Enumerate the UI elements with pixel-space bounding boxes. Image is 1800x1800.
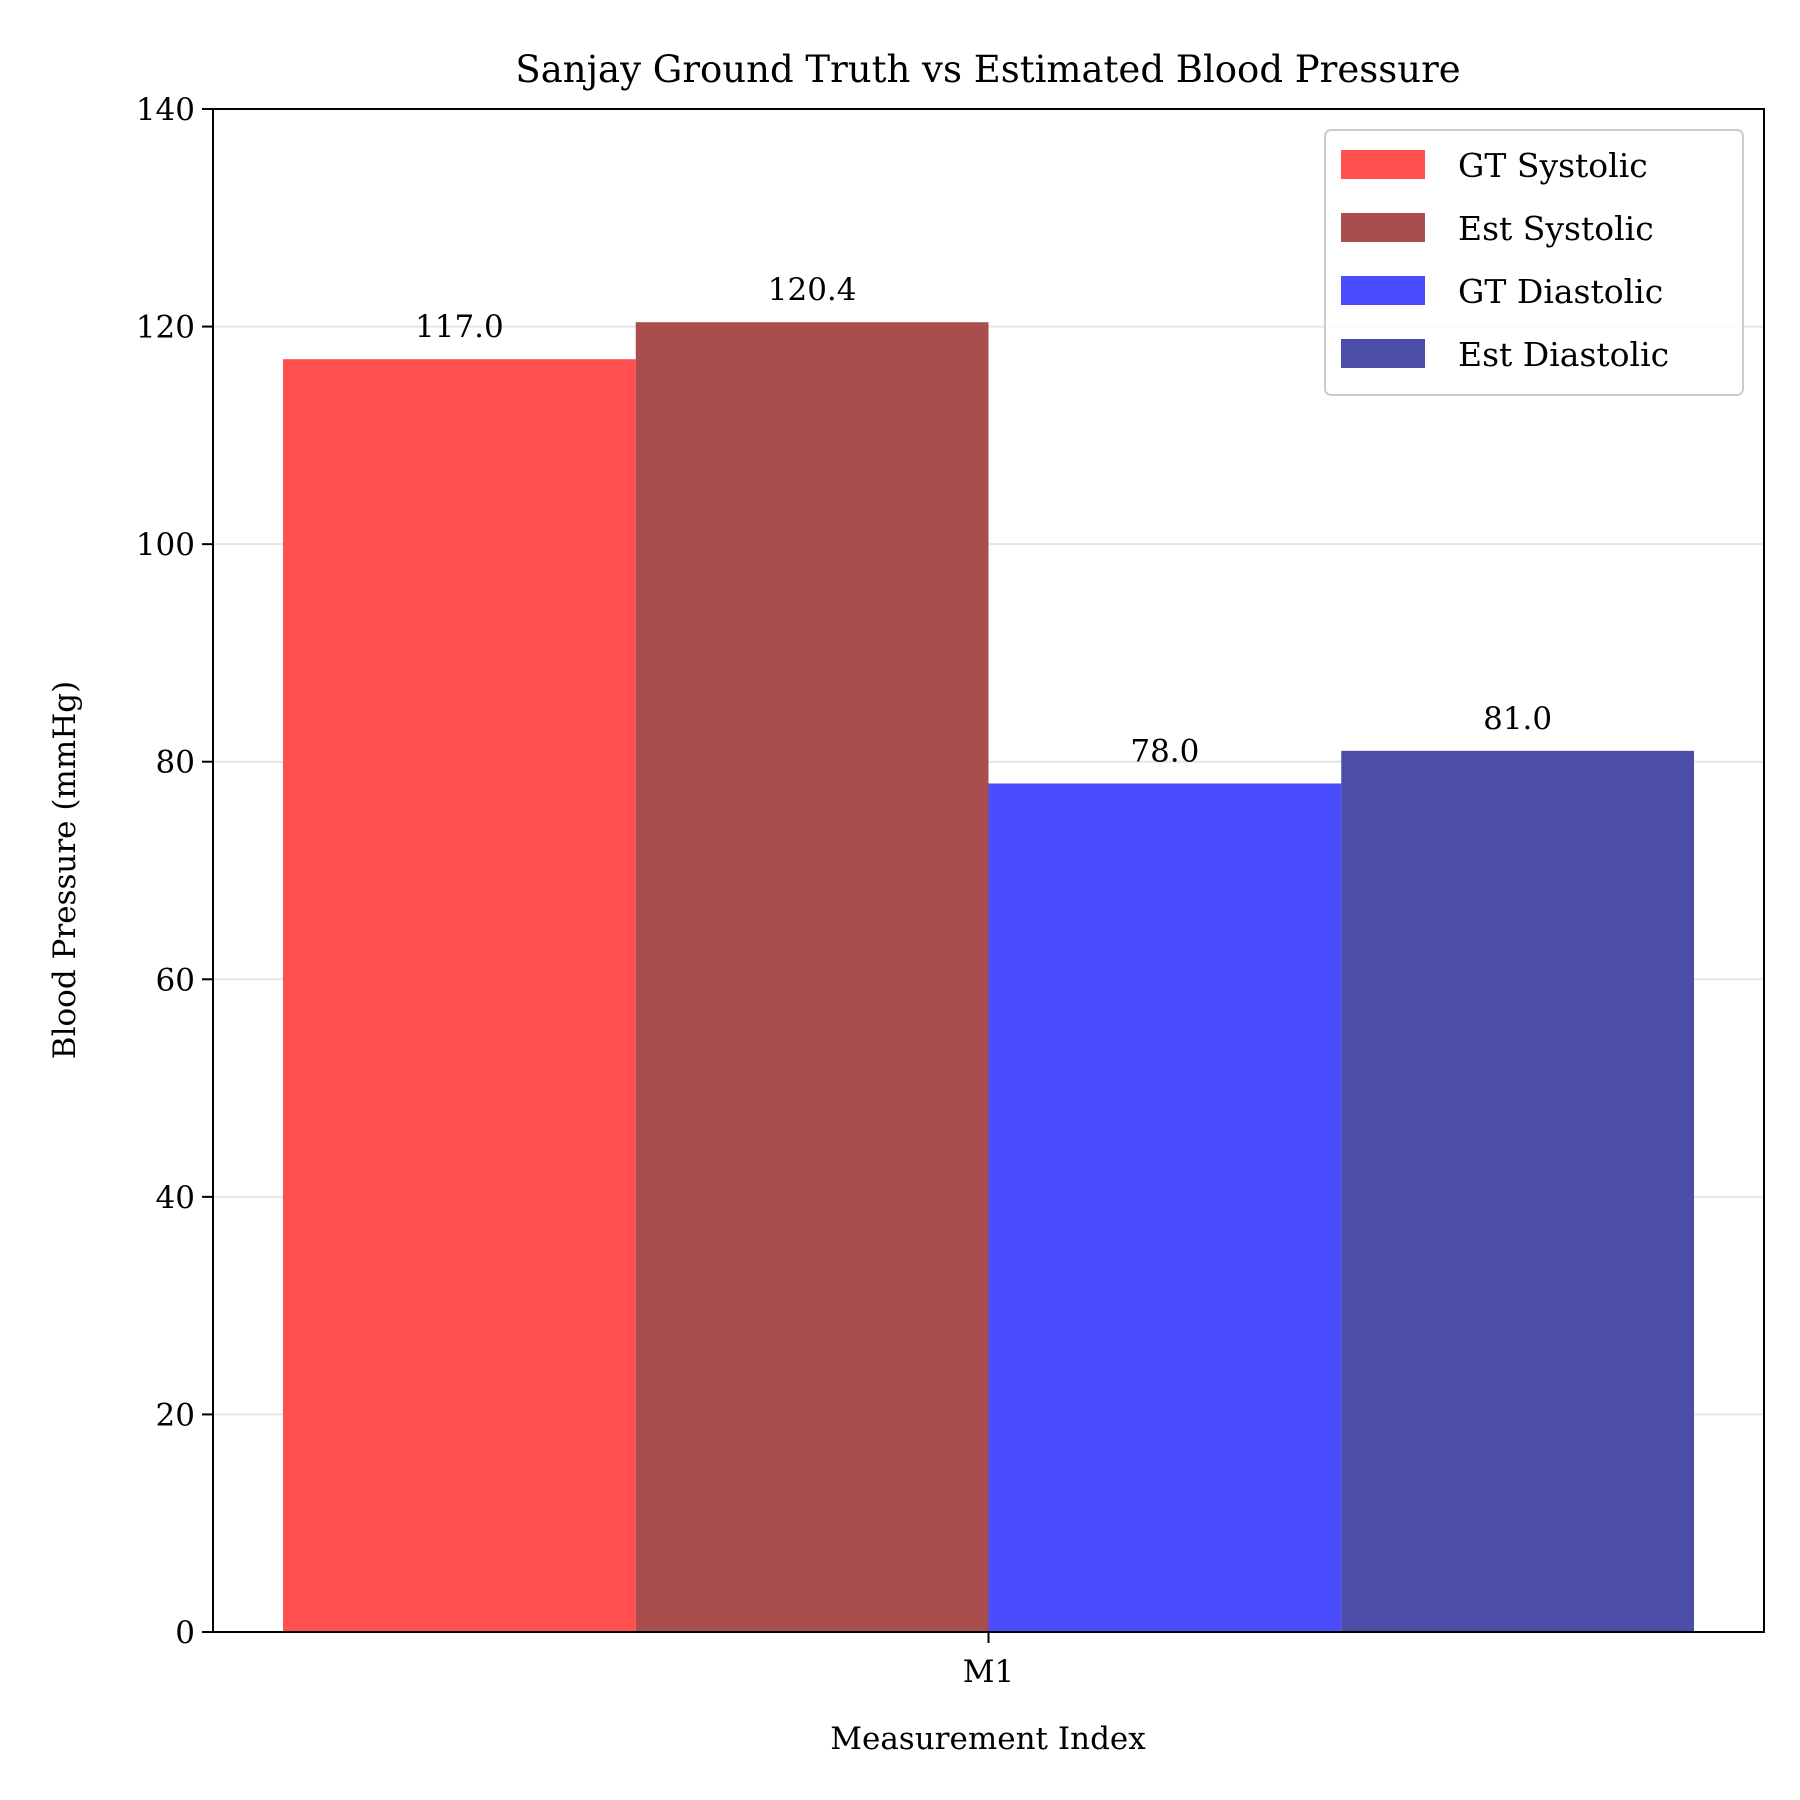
- y-tick-label: 140: [136, 92, 195, 128]
- y-tick-label: 40: [156, 1180, 195, 1216]
- bar-gt-systolic: [283, 359, 636, 1632]
- y-tick-label: 60: [156, 962, 195, 998]
- legend: GT Systolic Est Systolic GT Diastolic Est D…: [1324, 129, 1744, 396]
- y-tick-label: 100: [136, 527, 195, 563]
- y-tick-label: 20: [156, 1397, 195, 1433]
- legend-label-est-diastolic: Est Diastolic: [1458, 335, 1669, 374]
- legend-swatch-est-systolic: [1341, 213, 1425, 242]
- bar-gt-diastolic: [988, 783, 1342, 1632]
- y-axis-label: Blood Pressure (mmHg): [47, 681, 83, 1059]
- bar-est-systolic: [635, 322, 989, 1633]
- bar-est-diastolic: [1341, 750, 1694, 1632]
- x-tick-label: M1: [963, 1654, 1014, 1690]
- legend-swatch-gt-systolic: [1341, 150, 1425, 179]
- axis-ticks: 0 20 40 60 80 100 120 140 M1: [136, 92, 1014, 1690]
- bars: [283, 322, 1694, 1633]
- data-label-est-diastolic: 81.0: [1483, 701, 1552, 737]
- data-labels: 117.0 120.4 78.0 81.0: [415, 272, 1552, 769]
- legend-box: [1324, 129, 1744, 396]
- chart-title: Sanjay Ground Truth vs Estimated Blood P…: [515, 48, 1460, 91]
- legend-label-gt-diastolic: GT Diastolic: [1458, 272, 1663, 311]
- legend-label-gt-systolic: GT Systolic: [1458, 146, 1648, 185]
- data-label-gt-diastolic: 78.0: [1130, 733, 1199, 769]
- x-axis-label: Measurement Index: [830, 1721, 1146, 1757]
- data-label-est-systolic: 120.4: [768, 272, 857, 308]
- legend-swatch-gt-diastolic: [1341, 276, 1425, 305]
- y-tick-label: 80: [156, 745, 195, 781]
- legend-label-est-systolic: Est Systolic: [1458, 209, 1654, 248]
- y-tick-label: 0: [175, 1615, 195, 1651]
- data-label-gt-systolic: 117.0: [415, 309, 504, 345]
- legend-swatch-est-diastolic: [1341, 339, 1425, 368]
- y-tick-label: 120: [136, 310, 195, 346]
